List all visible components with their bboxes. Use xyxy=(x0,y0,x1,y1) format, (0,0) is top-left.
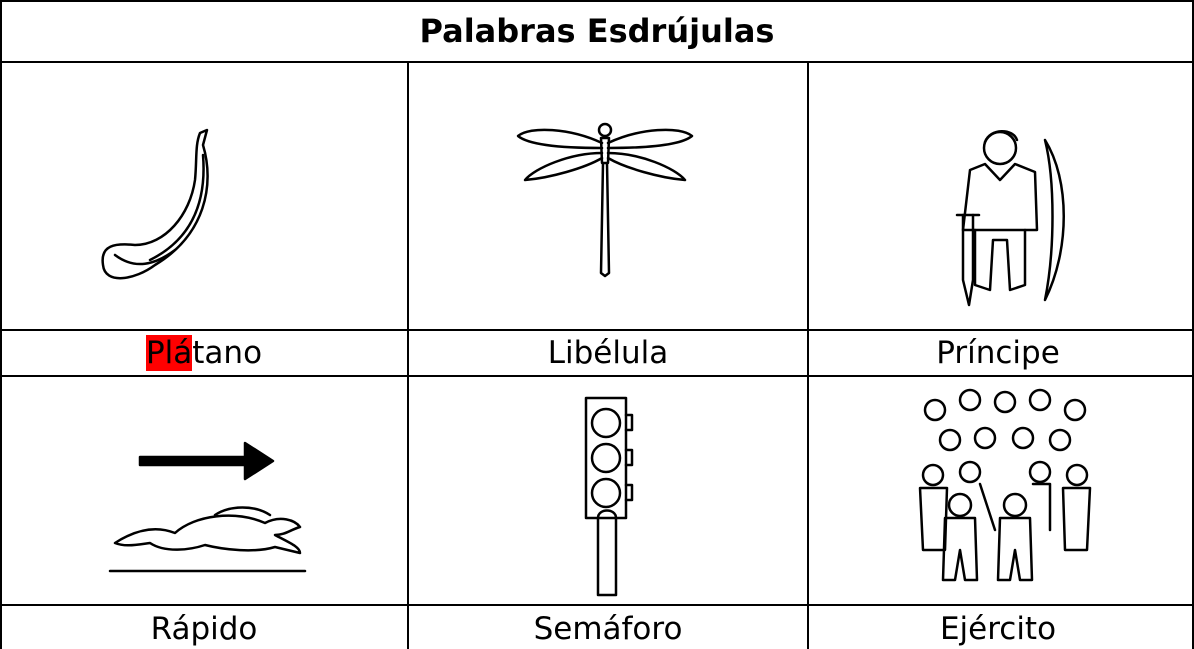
traffic-light-image xyxy=(584,396,634,597)
word-label: Plátano xyxy=(6,331,402,375)
border xyxy=(0,0,2,649)
border xyxy=(0,604,1194,606)
table-title: Palabras Esdrújulas xyxy=(419,12,775,50)
word-label: Príncipe xyxy=(800,331,1194,375)
border xyxy=(0,375,1194,377)
highlighted-syllable: Plá xyxy=(145,335,193,371)
word-part: tano xyxy=(192,335,263,371)
border xyxy=(0,329,1194,331)
word-label: Rápido xyxy=(6,604,402,649)
running-rabbit-image xyxy=(108,441,307,573)
word-part: Semáforo xyxy=(533,611,683,647)
word-label: Semáforo xyxy=(410,604,806,649)
word-label: Ejército xyxy=(800,604,1194,649)
soldiers-image xyxy=(918,388,1092,582)
word-part: Rápido xyxy=(150,611,258,647)
dragonfly-image xyxy=(516,122,694,278)
border xyxy=(807,62,809,649)
word-part: Príncipe xyxy=(936,335,1060,371)
prince-image xyxy=(955,130,1065,307)
border xyxy=(1192,0,1194,649)
border xyxy=(407,62,409,649)
word-label: Libélula xyxy=(410,331,806,375)
border xyxy=(0,0,1194,2)
word-part: Libélula xyxy=(547,335,669,371)
word-part: Ejército xyxy=(939,611,1057,647)
border xyxy=(0,61,1194,63)
banana-image xyxy=(101,128,209,280)
